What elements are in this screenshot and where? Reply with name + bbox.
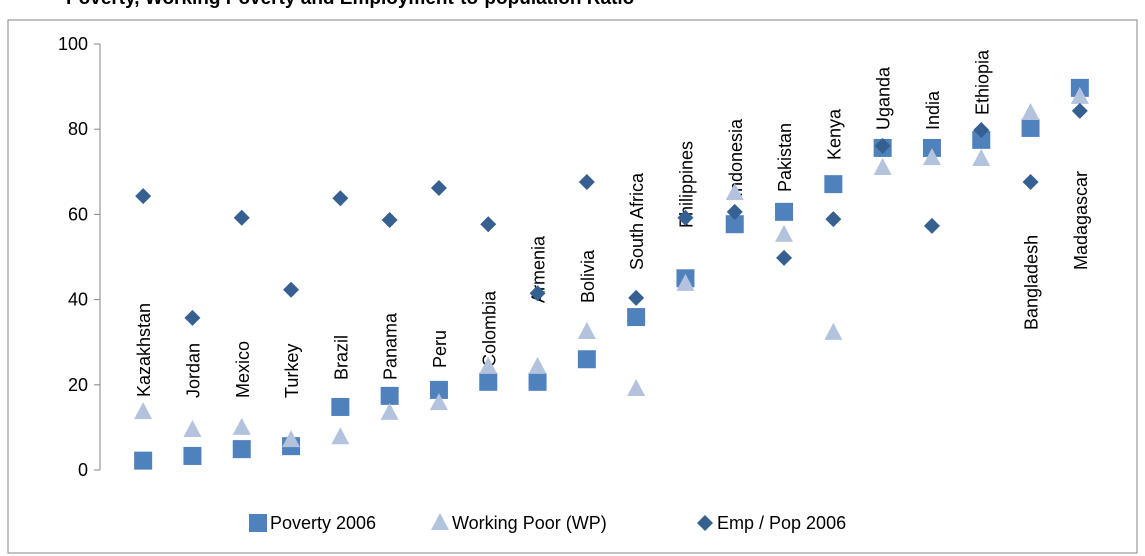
country-label: Kenya	[824, 108, 844, 160]
emp-pop-marker	[480, 216, 497, 233]
working-poor-marker	[725, 183, 744, 201]
country-label: Panama	[381, 312, 401, 380]
working-poor-marker	[676, 273, 695, 291]
poverty-marker	[380, 386, 399, 405]
poverty-marker	[429, 380, 448, 399]
emp-pop-marker	[677, 209, 694, 226]
poverty-marker	[824, 175, 843, 194]
country-label: Jordan	[183, 343, 203, 398]
emp-pop-marker	[332, 190, 349, 207]
emp-pop-marker	[973, 122, 990, 139]
country-label: Bangladesh	[1022, 235, 1042, 330]
legend-marker	[249, 514, 267, 532]
country-label: Indonesia	[726, 118, 746, 197]
legend-label: Emp / Pop 2006	[717, 513, 846, 533]
country-label: Armenia	[529, 235, 549, 303]
y-tick-label: 0	[78, 460, 88, 480]
poverty-marker	[627, 308, 646, 327]
working-poor-marker	[922, 148, 941, 166]
emp-pop-marker	[529, 285, 546, 302]
emp-pop-marker	[135, 188, 152, 205]
working-poor-marker	[380, 402, 399, 420]
poverty-marker	[134, 451, 153, 470]
emp-pop-marker	[430, 179, 447, 196]
working-poor-marker	[331, 427, 350, 445]
working-poor-marker	[1070, 86, 1089, 104]
country-label: Turkey	[282, 344, 302, 398]
chart-frame	[7, 19, 1138, 554]
poverty-marker	[577, 350, 596, 369]
country-label: South Africa	[627, 172, 647, 270]
y-tick-label: 60	[68, 204, 88, 224]
emp-pop-marker	[283, 281, 300, 298]
working-poor-marker	[824, 322, 843, 340]
working-poor-marker	[429, 393, 448, 411]
emp-pop-marker	[874, 137, 891, 154]
working-poor-marker	[1021, 103, 1040, 121]
working-poor-marker	[232, 417, 251, 435]
poverty-marker	[725, 215, 744, 234]
working-poor-marker	[775, 224, 794, 242]
country-label: Colombia	[479, 290, 499, 367]
working-poor-marker	[972, 149, 991, 167]
poverty-marker	[479, 372, 498, 391]
chart-title: Poverty, Working Poverty and Employment-…	[66, 0, 634, 9]
country-label: Mexico	[233, 341, 253, 398]
y-tick-label: 20	[68, 375, 88, 395]
poverty-marker	[183, 446, 202, 465]
emp-pop-marker	[923, 217, 940, 234]
country-label: Philippines	[676, 141, 696, 228]
poverty-marker	[1021, 118, 1040, 137]
country-label: Pakistan	[775, 123, 795, 192]
poverty-marker	[232, 440, 251, 459]
emp-pop-marker	[381, 211, 398, 228]
working-poor-marker	[873, 157, 892, 175]
poverty-marker	[775, 202, 794, 221]
emp-pop-marker	[578, 174, 595, 191]
emp-pop-marker	[1022, 174, 1039, 191]
country-label: Ethiopia	[972, 49, 992, 115]
emp-pop-marker	[726, 203, 743, 220]
y-tick-label: 40	[68, 290, 88, 310]
poverty-marker	[922, 138, 941, 157]
emp-pop-marker	[825, 211, 842, 228]
working-poor-marker	[577, 321, 596, 339]
legend-marker	[697, 515, 713, 531]
emp-pop-marker	[184, 309, 201, 326]
legend-label: Working Poor (WP)	[452, 513, 607, 533]
country-label: Brazil	[331, 335, 351, 380]
country-label: Uganda	[874, 66, 894, 130]
country-label: Bolivia	[578, 249, 598, 303]
working-poor-marker	[183, 419, 202, 437]
country-label: Madagascar	[1071, 171, 1091, 270]
poverty-marker	[972, 130, 991, 149]
country-label: Kazakhstan	[134, 303, 154, 397]
working-poor-marker	[479, 356, 498, 374]
y-tick-label: 80	[68, 119, 88, 139]
legend-marker	[431, 513, 449, 530]
working-poor-marker	[627, 379, 646, 397]
legend-label: Poverty 2006	[270, 513, 376, 533]
poverty-marker	[528, 372, 547, 391]
working-poor-marker	[528, 356, 547, 374]
emp-pop-marker	[1071, 102, 1088, 119]
y-tick-label: 100	[58, 34, 88, 54]
working-poor-marker	[282, 430, 301, 448]
country-label: India	[923, 90, 943, 130]
country-label: Peru	[430, 330, 450, 368]
working-poor-marker	[134, 402, 153, 420]
poverty-marker	[331, 397, 350, 416]
emp-pop-marker	[233, 209, 250, 226]
emp-pop-marker	[628, 289, 645, 306]
emp-pop-marker	[776, 249, 793, 266]
